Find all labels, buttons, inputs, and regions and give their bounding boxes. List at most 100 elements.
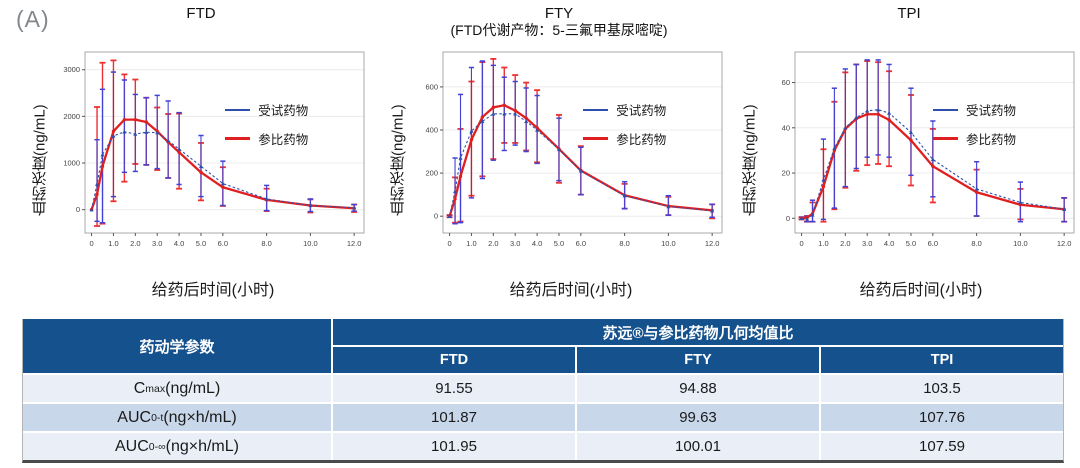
svg-text:600: 600 [425, 82, 438, 91]
svg-text:1000: 1000 [63, 159, 80, 168]
param-label-auc0t: AUC 0-t (ng×h/mL) [23, 404, 331, 431]
svg-text:5.0: 5.0 [196, 239, 206, 248]
svg-text:2000: 2000 [63, 112, 80, 121]
y-axis-label: 血药浓度(ng/mL) [31, 104, 49, 216]
svg-text:4.0: 4.0 [884, 239, 894, 248]
svg-text:4.0: 4.0 [174, 239, 184, 248]
svg-text:40: 40 [782, 123, 790, 132]
table-header-ftd: FTD [333, 347, 575, 373]
table-header-parameter: 药动学参数 [23, 319, 331, 373]
param-base: AUC [115, 437, 149, 455]
param-label-auc0inf: AUC 0-∞ (ng×h/mL) [23, 433, 331, 460]
x-axis-label: 给药后时间(小时) [151, 282, 275, 299]
chart-title-wrap: FTD [28, 0, 374, 45]
svg-text:3.0: 3.0 [510, 239, 520, 248]
param-sub: max [145, 382, 166, 395]
panel-label: (A) [16, 6, 50, 32]
legend: 受试药物 参比药物 [932, 100, 1016, 158]
param-sub: 0-t [151, 411, 164, 424]
svg-text:3.0: 3.0 [152, 239, 162, 248]
svg-text:2.0: 2.0 [130, 239, 140, 248]
legend-item-test: 受试药物 [583, 100, 666, 119]
param-unit: (ng×h/mL) [163, 408, 237, 426]
svg-text:1.0: 1.0 [466, 239, 476, 248]
plot-area-tpi: 0 20 40 60 0 1.0 2.0 3.0 4.0 5.0 6.0 8.0 10.0 12.0 [782, 51, 1075, 248]
svg-text:3000: 3000 [63, 65, 80, 74]
svg-text:10.0: 10.0 [661, 239, 676, 248]
svg-text:6.0: 6.0 [928, 239, 938, 248]
chart-ftd: FTD 血药浓度(ng/mL) 0 1000 2000 3000 0 1.0 2.0 3.0 4… [28, 0, 374, 316]
value-auc0inf-fty: 100.01 [577, 433, 819, 460]
plot-area-fty: 0 200 400 600 0 1.0 2.0 3.0 4.0 5.0 6.0 8.0 10.0 12.0 [425, 51, 723, 248]
value-auc0t-ftd: 101.87 [333, 404, 575, 431]
svg-text:10.0: 10.0 [1013, 239, 1028, 248]
chart-title-wrap: FTY (FTD代谢产物：5-三氟甲基尿嘧啶) [386, 0, 732, 45]
svg-text:3.0: 3.0 [862, 239, 872, 248]
param-unit: (ng/mL) [165, 379, 221, 397]
svg-text:2.0: 2.0 [840, 239, 850, 248]
legend: 受试药物 参比药物 [583, 100, 666, 158]
svg-text:5.0: 5.0 [554, 239, 564, 248]
legend-label: 受试药物 [258, 104, 309, 119]
svg-text:5.0: 5.0 [906, 239, 916, 248]
x-axis-label: 给药后时间(小时) [509, 282, 633, 299]
svg-text:12.0: 12.0 [1057, 239, 1072, 248]
param-unit: (ng×h/mL) [165, 437, 239, 455]
value-auc0inf-tpi: 107.59 [821, 433, 1063, 460]
chart-title-wrap: TPI [738, 0, 1080, 45]
value-cmax-ftd: 91.55 [333, 375, 575, 402]
svg-text:1.0: 1.0 [818, 239, 828, 248]
value-auc0inf-ftd: 101.95 [333, 433, 575, 460]
test-line-swatch [225, 108, 251, 111]
svg-text:12.0: 12.0 [347, 239, 362, 248]
chart-title: FTD [186, 5, 216, 22]
svg-text:4.0: 4.0 [532, 239, 542, 248]
legend-label: 参比药物 [258, 133, 309, 148]
legend-label: 参比药物 [616, 133, 667, 148]
svg-text:2.0: 2.0 [488, 239, 498, 248]
param-base: C [133, 379, 146, 397]
chart-body: 血药浓度(ng/mL) 0 20 40 60 0 1.0 2.0 3.0 4.0 5.0 6.0 8.… [738, 45, 1080, 275]
chart-body: 血药浓度(ng/mL) 0 1000 2000 3000 0 1.0 2.0 3.0 4.0 5.… [28, 45, 374, 275]
svg-text:6.0: 6.0 [576, 239, 586, 248]
reference-line-swatch [932, 137, 958, 141]
legend-item-test: 受试药物 [225, 100, 308, 119]
x-axis-label: 给药后时间(小时) [859, 282, 983, 299]
reference-line-swatch [583, 137, 609, 141]
svg-text:20: 20 [782, 169, 790, 178]
svg-text:0: 0 [799, 239, 803, 248]
legend-item-reference: 参比药物 [225, 129, 308, 148]
legend-label: 受试药物 [965, 104, 1016, 119]
charts-row: FTD 血药浓度(ng/mL) 0 1000 2000 3000 0 1.0 2.0 3.0 4… [28, 0, 1080, 316]
svg-text:8.0: 8.0 [971, 239, 981, 248]
test-line-swatch [932, 108, 958, 111]
y-axis-label: 血药浓度(ng/mL) [389, 104, 407, 216]
value-cmax-fty: 94.88 [577, 375, 819, 402]
chart-subtitle: (FTD代谢产物：5-三氟甲基尿嘧啶) [450, 22, 668, 38]
svg-text:8.0: 8.0 [619, 239, 629, 248]
svg-text:6.0: 6.0 [218, 239, 228, 248]
value-cmax-tpi: 103.5 [821, 375, 1063, 402]
svg-text:0: 0 [786, 214, 790, 223]
chart-title: TPI [897, 5, 921, 22]
chart-tpi: TPI 血药浓度(ng/mL) 0 20 40 60 0 1.0 2.0 3.0 4.0 5.0 6… [738, 0, 1080, 316]
svg-text:200: 200 [425, 169, 438, 178]
chart-fty: FTY (FTD代谢产物：5-三氟甲基尿嘧啶) 血药浓度(ng/mL) 0 200… [386, 0, 732, 316]
value-auc0t-fty: 99.63 [577, 404, 819, 431]
legend-label: 参比药物 [965, 133, 1016, 148]
svg-text:12.0: 12.0 [705, 239, 720, 248]
svg-text:0: 0 [89, 239, 93, 248]
legend-label: 受试药物 [616, 104, 667, 119]
svg-text:0: 0 [447, 239, 451, 248]
legend-item-reference: 参比药物 [932, 129, 1016, 148]
legend: 受试药物 参比药物 [225, 100, 308, 158]
table-header-fty: FTY [577, 347, 819, 373]
reference-line-swatch [225, 137, 251, 141]
svg-text:10.0: 10.0 [303, 239, 318, 248]
svg-text:0: 0 [434, 212, 438, 221]
param-base: AUC [117, 408, 152, 426]
param-sub: 0-∞ [148, 440, 166, 453]
